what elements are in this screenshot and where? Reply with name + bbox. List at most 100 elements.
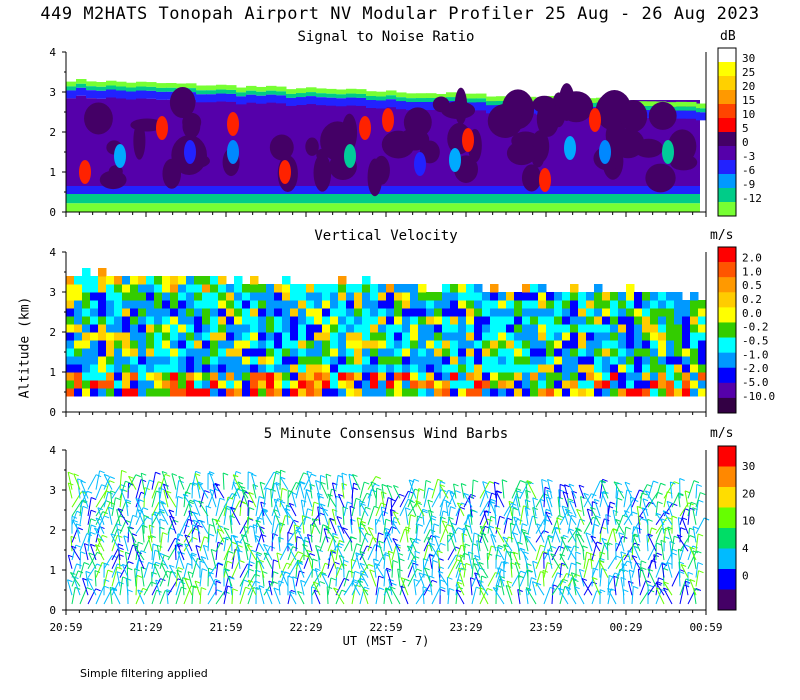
- vv-cell: [210, 380, 219, 389]
- vv-cell: [106, 276, 115, 285]
- wind-barb: [479, 490, 487, 508]
- snr-top-edge: [106, 80, 117, 86]
- vv-cell: [226, 324, 235, 333]
- wind-barb: [389, 509, 393, 525]
- vv-cell: [690, 332, 699, 341]
- vv-cell: [354, 348, 363, 357]
- vv-cell: [610, 300, 619, 309]
- vv-cell: [474, 372, 483, 381]
- wind-barb: [423, 529, 431, 543]
- snr-blob-dark: [381, 130, 415, 159]
- vv-cell: [74, 340, 83, 349]
- wind-barb-flag: [103, 585, 110, 589]
- vv-cell: [98, 356, 107, 365]
- wind-barb-flag: [94, 527, 100, 531]
- vv-cell: [626, 340, 635, 349]
- vv-cell: [394, 356, 403, 365]
- vv-cell: [642, 292, 651, 301]
- vv-cell: [138, 372, 147, 381]
- wind-barb: [615, 490, 619, 508]
- snr-blob-dark: [305, 137, 319, 156]
- snr-top-edge: [86, 81, 97, 87]
- wind-colorbar-frame: [717, 445, 737, 611]
- vv-colorbar-swatch: [718, 307, 736, 323]
- wind-barb: [541, 479, 545, 499]
- vv-cell: [602, 388, 611, 397]
- wind-barb-flag: [607, 542, 613, 545]
- wind-barb: [535, 493, 545, 508]
- vv-cell: [538, 292, 547, 301]
- wind-barb: [67, 482, 73, 499]
- wind-barb: [509, 551, 513, 569]
- vv-cell: [386, 356, 395, 365]
- wind-barb-flag: [272, 581, 278, 584]
- wind-barb: [532, 507, 537, 525]
- wind-barb-flag: [391, 520, 398, 524]
- vv-cell: [282, 356, 291, 365]
- vv-cell: [586, 356, 595, 365]
- wind-barb: [95, 511, 104, 526]
- wind-barb-flag: [378, 575, 384, 579]
- vv-cell: [130, 388, 139, 397]
- wind-barb-flag: [199, 519, 206, 523]
- wind-barb: [519, 547, 529, 561]
- wind-barb-flag: [227, 496, 234, 500]
- vv-cell: [274, 356, 283, 365]
- wind-barb-flag: [257, 516, 263, 520]
- snr-top-green: [156, 87, 167, 92]
- vv-cell: [90, 356, 99, 365]
- snr-blob-dark: [432, 96, 450, 113]
- vv-cell: [114, 292, 123, 301]
- vv-cell: [362, 276, 371, 285]
- vv-colorbar-label: -1.0: [742, 348, 769, 361]
- wind-barb: [409, 537, 417, 552]
- wind-barb: [325, 473, 329, 490]
- vv-cell: [538, 324, 547, 333]
- vv-cell: [290, 308, 299, 317]
- wind-barb-flag: [317, 506, 323, 510]
- vv-colorbar-label: 1.0: [742, 265, 762, 278]
- vv-cell: [250, 348, 259, 357]
- vv-cell: [322, 324, 331, 333]
- wind-barb-flag: [526, 480, 533, 484]
- vv-cell: [218, 388, 227, 397]
- wind-barb: [439, 510, 444, 525]
- vv-cell: [242, 284, 251, 293]
- wind-barb-flag: [647, 568, 654, 572]
- vv-cell: [530, 372, 539, 381]
- snr-top-violet: [106, 97, 117, 100]
- wind-barb: [633, 546, 641, 561]
- vv-cell: [258, 364, 267, 373]
- wind-barb-flag: [553, 526, 560, 530]
- wind-barb: [313, 589, 321, 605]
- wind-barb: [309, 484, 313, 499]
- vv-cell: [594, 324, 603, 333]
- wind-barb-flag: [565, 508, 571, 512]
- wind-barb: [428, 510, 433, 525]
- vv-colorbar: 2.01.00.50.20.0-0.2-0.5-1.0-2.0-5.0-10.0: [717, 246, 775, 414]
- wind-barb-flag: [508, 536, 514, 540]
- vv-cell: [338, 324, 347, 333]
- wind-barb-flag: [231, 541, 238, 545]
- wind-barb: [695, 500, 699, 517]
- vv-cell: [530, 348, 539, 357]
- wind-barb: [300, 499, 305, 517]
- vv-cell: [570, 300, 579, 309]
- snr-colorbar-label: 5: [742, 122, 749, 135]
- vv-cell: [154, 300, 163, 309]
- wind-barb-flag: [647, 533, 653, 537]
- wind-barb: [183, 585, 192, 605]
- vv-cell: [146, 332, 155, 341]
- wind-barb: [119, 576, 124, 596]
- vv-cell: [674, 300, 683, 309]
- wind-barb-flag: [336, 545, 343, 549]
- vv-cell: [218, 332, 227, 341]
- wind-barb: [176, 569, 185, 587]
- wind-barb-flag: [177, 533, 184, 537]
- snr-top-violet: [136, 98, 147, 100]
- wind-barb: [223, 536, 227, 552]
- vv-cell: [98, 380, 107, 389]
- vv-cell: [346, 364, 355, 373]
- wind-barb-flag: [418, 488, 424, 492]
- vv-cell: [162, 284, 171, 293]
